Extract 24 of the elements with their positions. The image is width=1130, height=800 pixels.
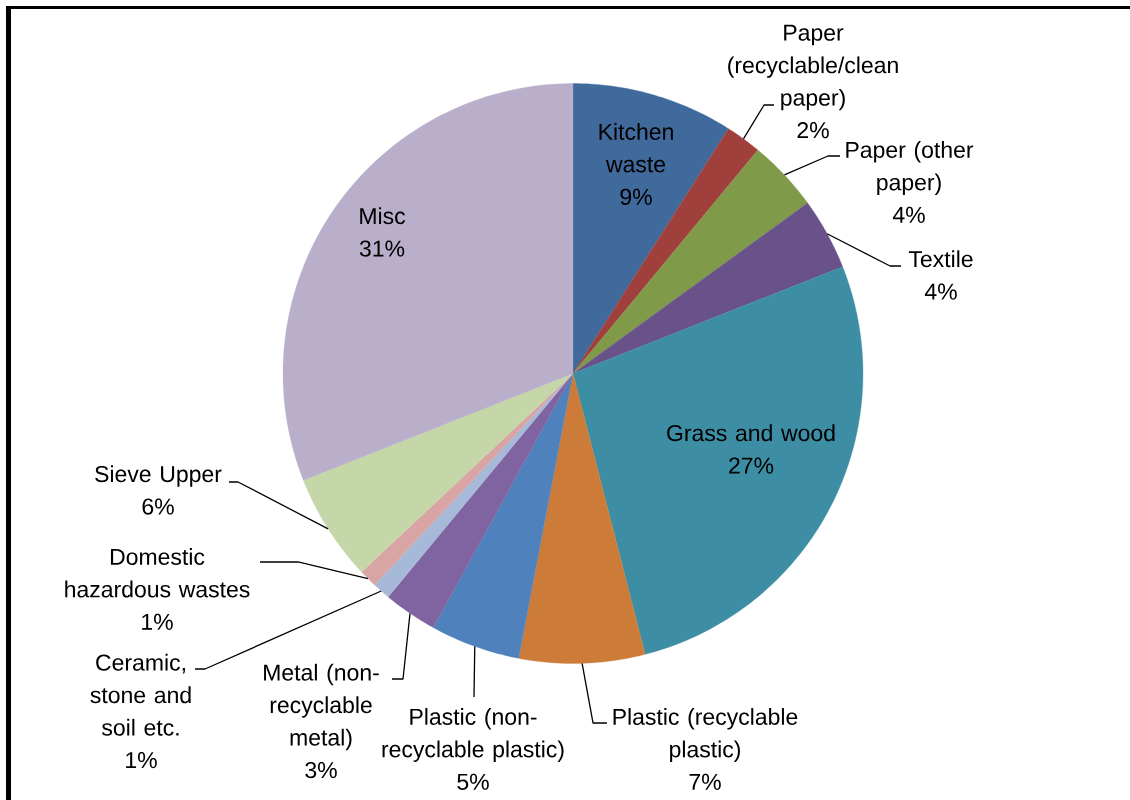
slice-label: Plastic (non-recyclable plastic) [382, 708, 564, 762]
data-label: 2% [797, 122, 829, 139]
slice-label: Grass and wood [667, 424, 835, 442]
slice-label: Paper (recyclable/clean paper) [728, 24, 898, 111]
data-label: 27% [729, 457, 774, 474]
data-label: 3% [305, 761, 337, 779]
data-label: 1% [142, 613, 173, 630]
slice-label: Ceramic, stone and soil etc. [90, 653, 191, 736]
data-label: 4% [892, 206, 925, 223]
slice-label: Metal (non-recyclable metal) [264, 663, 379, 751]
slice-label: Paper (other paper) [846, 141, 974, 196]
data-label: 1% [126, 752, 157, 769]
data-label: 31% [359, 240, 405, 257]
data-label: 6% [142, 498, 174, 515]
slice-label: Kitchen waste [599, 123, 673, 173]
data-label: 9% [620, 188, 652, 205]
slice-label: Misc [360, 207, 406, 225]
data-label: 7% [689, 773, 721, 790]
data-label: 4% [924, 283, 957, 300]
slice-label: Domestic hazardous wastes [65, 548, 250, 598]
slice-label: Sieve Upper [95, 465, 222, 487]
slice-label: Textile [908, 250, 973, 268]
slice-label: Plastic (recyclable plastic) [613, 708, 798, 763]
data-label: 5% [457, 773, 489, 790]
